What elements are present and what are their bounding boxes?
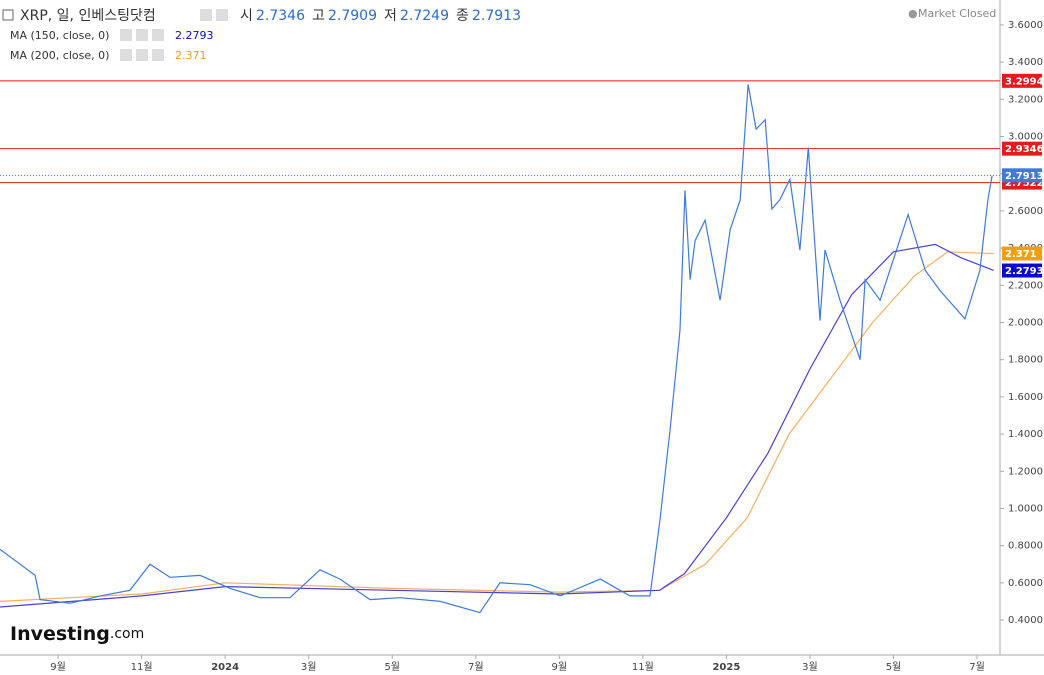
y-tick-label: 1.0000: [1008, 503, 1043, 514]
level-label: 2.7522: [1005, 178, 1044, 189]
logo-main: Investing: [10, 623, 110, 645]
icon[interactable]: [136, 49, 148, 61]
ma-label: MA (150, close, 0): [10, 29, 109, 42]
ohlc-label: 고: [312, 8, 325, 24]
x-tick-label: 3월: [802, 661, 818, 673]
y-tick-label: 1.4000: [1008, 429, 1043, 440]
logo: Investing.com: [10, 623, 144, 645]
ma-value: 2.371: [175, 49, 207, 62]
series-line: [0, 251, 994, 602]
level-label: 2.9346: [1005, 144, 1044, 155]
status-dot: ●: [908, 7, 918, 20]
x-tick-label: 3월: [301, 661, 317, 673]
level-label: 3.2994: [1005, 76, 1044, 87]
ma-value: 2.2793: [175, 29, 214, 42]
ohlc-label: 저: [384, 8, 397, 24]
icon[interactable]: [120, 29, 132, 41]
y-tick-label: 2.0000: [1008, 317, 1043, 328]
y-tick-label: 3.4000: [1008, 57, 1043, 68]
ohlc-value: 2.7346: [256, 8, 305, 24]
icon[interactable]: [152, 49, 164, 61]
x-tick-label: 7월: [969, 661, 985, 673]
y-tick-label: 3.2000: [1008, 94, 1043, 105]
x-tick-label: 7월: [468, 661, 484, 673]
toolbar-icons[interactable]: [120, 9, 228, 61]
status: Market Closed: [918, 7, 996, 20]
icon[interactable]: [200, 9, 212, 21]
y-tick-label: 1.2000: [1008, 466, 1043, 477]
collapse-icon[interactable]: [2, 9, 14, 21]
y-tick-label: 3.6000: [1008, 20, 1043, 31]
ma200-box: [1002, 246, 1042, 261]
logo-suffix: .com: [110, 626, 144, 642]
y-tick-label: 1.6000: [1008, 392, 1043, 403]
y-tick-label: 3.0000: [1008, 132, 1043, 143]
ma-label: MA (200, close, 0): [10, 49, 109, 62]
y-tick-label: 1.8000: [1008, 355, 1043, 366]
x-tick-label: 5월: [886, 661, 902, 673]
ohlc-value: 2.7249: [400, 8, 449, 24]
price-label: 2.7913: [1005, 171, 1044, 182]
x-tick-label: 2024: [211, 662, 239, 673]
x-tick-label: 11월: [131, 661, 153, 673]
price-box: [1002, 168, 1042, 183]
series-line: [0, 243, 994, 608]
level-box: [1002, 141, 1042, 156]
ohlc-value: 2.7913: [472, 8, 521, 24]
x-tick-label: 11월: [632, 661, 654, 673]
y-tick-label: 0.6000: [1008, 578, 1043, 589]
y-tick-label: 0.8000: [1008, 541, 1043, 552]
ohlc-label: 종: [456, 8, 469, 24]
x-tick-label: 9월: [50, 661, 66, 673]
ma150-label: 2.2793: [1005, 266, 1044, 277]
ma150-box: [1002, 263, 1042, 278]
y-tick-label: 0.4000: [1008, 615, 1043, 626]
y-tick-label: 2.6000: [1008, 206, 1043, 217]
x-tick-label: 2025: [712, 662, 740, 673]
ohlc-value: 2.7909: [328, 8, 377, 24]
x-tick-label: 5월: [384, 661, 400, 673]
icon[interactable]: [136, 29, 148, 41]
icon[interactable]: [152, 29, 164, 41]
icon[interactable]: [120, 49, 132, 61]
series-line: [0, 84, 993, 614]
ohlc-label: 시: [240, 8, 253, 24]
level-box: [1002, 73, 1042, 88]
title: XRP, 일, 인베스팅닷컴: [20, 8, 156, 24]
x-tick-label: 9월: [552, 661, 568, 673]
icon[interactable]: [216, 9, 228, 21]
y-tick-label: 2.2000: [1008, 280, 1043, 291]
ma200-label: 2.371: [1005, 249, 1037, 260]
